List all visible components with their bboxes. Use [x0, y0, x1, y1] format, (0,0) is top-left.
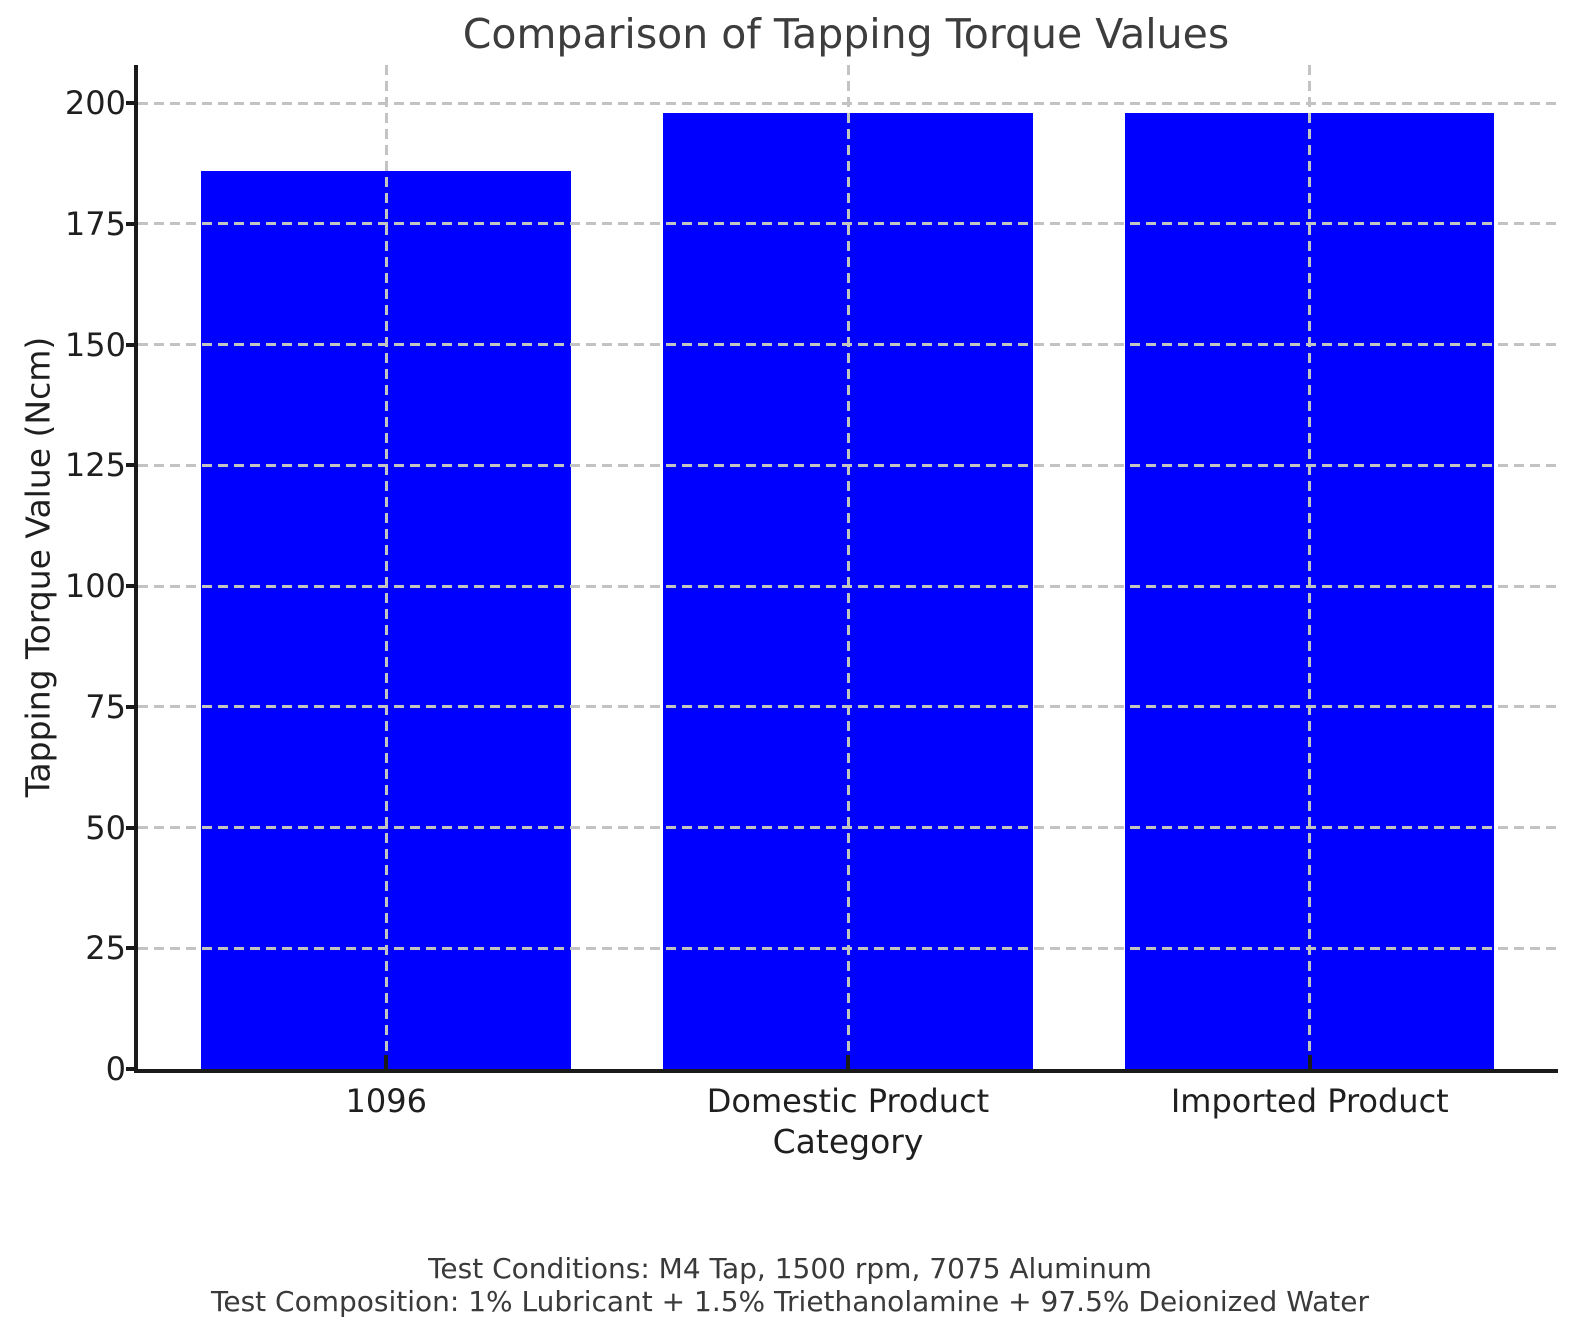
y-tick-mark-25 [126, 946, 134, 951]
x-tick-label-1096: 1096 [345, 1082, 427, 1120]
x-tick-mark-domestic-product [846, 1055, 850, 1069]
y-tick-label-200: 200 [64, 84, 126, 123]
y-tick-mark-150 [126, 342, 134, 347]
footer-test-conditions: Test Conditions: M4 Tap, 1500 rpm, 7075 … [428, 1252, 1152, 1285]
x-tick-mark-1096 [384, 1055, 389, 1069]
footer-test-composition: Test Composition: 1% Lubricant + 1.5% Tr… [211, 1285, 1369, 1318]
y-tick-label-150: 150 [64, 325, 126, 364]
y-tick-mark-100 [126, 584, 134, 589]
y-tick-mark-125 [126, 463, 134, 468]
y-tick-mark-175 [126, 221, 134, 226]
x-tick-mark-imported-product [1307, 1055, 1312, 1069]
x-tick-label-domestic-product: Domestic Product [706, 1082, 990, 1120]
y-tick-label-25: 25 [85, 929, 126, 968]
y-tick-label-50: 50 [85, 808, 126, 847]
y-tick-mark-75 [126, 704, 134, 709]
footer-annotations: Test Conditions: M4 Tap, 1500 rpm, 7075 … [0, 1252, 1580, 1318]
vertical-gridline-1096 [384, 65, 388, 1069]
y-tick-label-100: 100 [64, 567, 126, 606]
plot-area [126, 65, 1558, 1073]
y-tick-mark-200 [126, 101, 134, 106]
chart-title: Comparison of Tapping Torque Values [462, 10, 1230, 58]
y-tick-label-75: 75 [85, 687, 126, 726]
y-tick-label-0: 0 [105, 1050, 126, 1088]
y-tick-mark-50 [126, 825, 134, 830]
y-tick-mark-0 [126, 1067, 134, 1071]
vertical-gridline-imported-product [1308, 65, 1312, 1069]
y-tick-label-125: 125 [64, 446, 126, 485]
vertical-gridline-domestic-product [846, 65, 850, 1069]
y-tick-label-175: 175 [64, 204, 126, 243]
x-tick-label-imported-product: Imported Product [1170, 1082, 1449, 1120]
x-axis-label: Category [772, 1122, 924, 1161]
